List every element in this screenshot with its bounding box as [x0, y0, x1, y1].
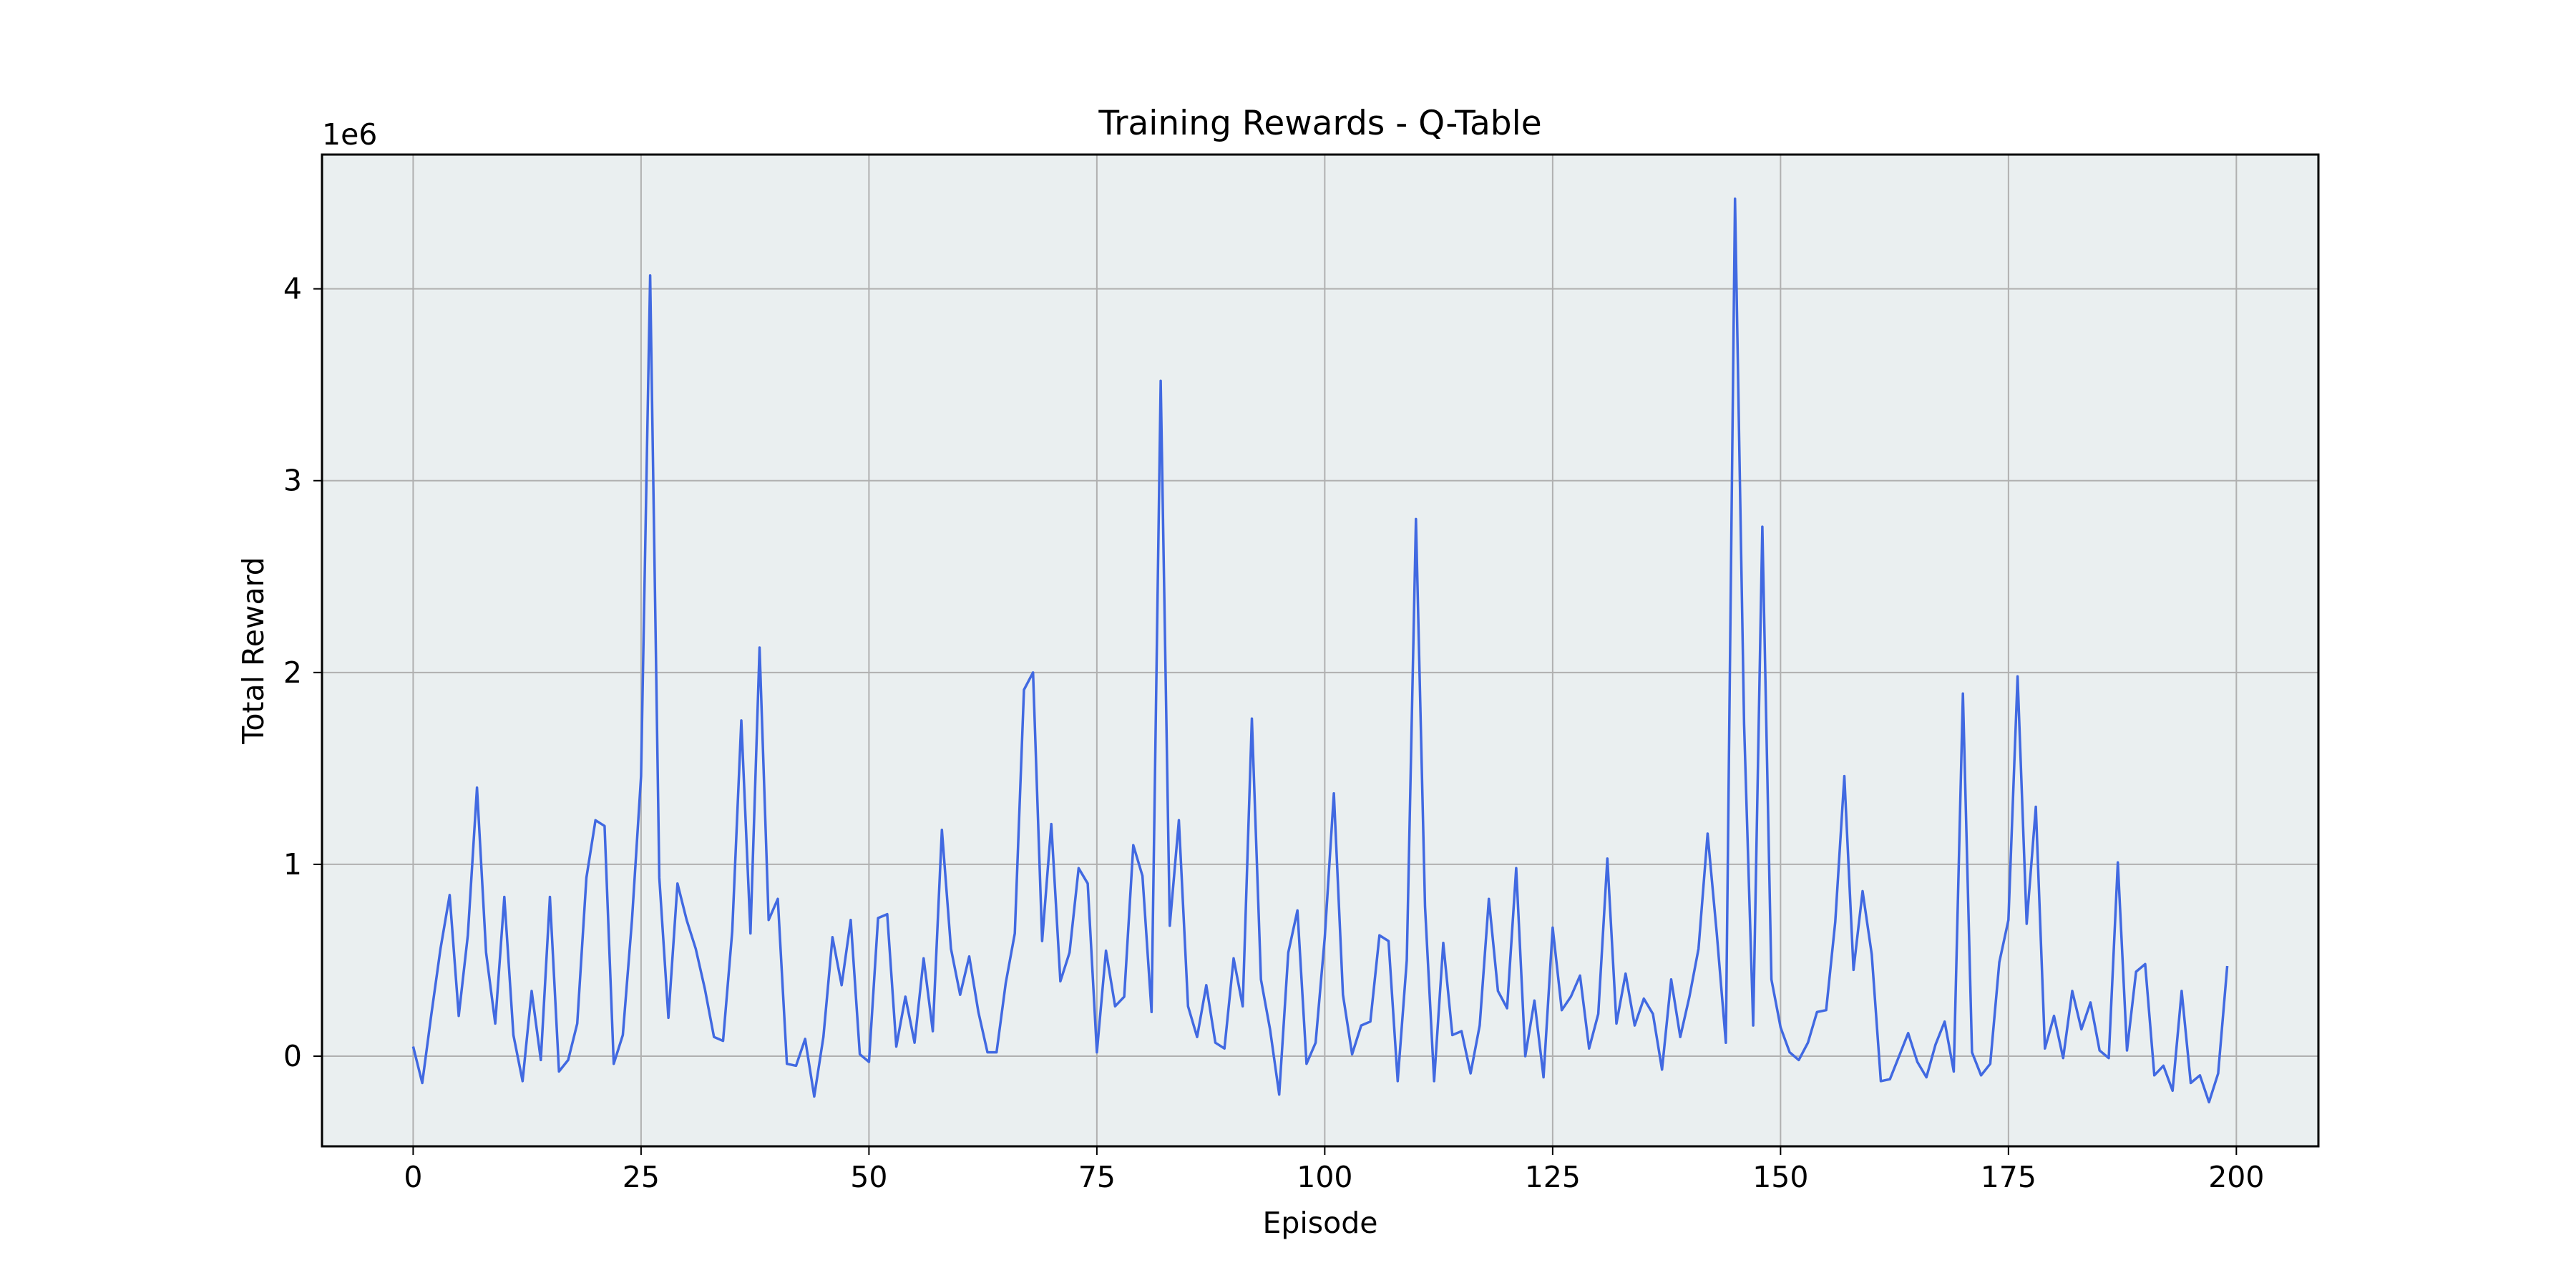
x-tick-label: 50 [850, 1160, 887, 1194]
x-tick-label: 100 [1297, 1160, 1352, 1194]
y-tick-label: 2 [283, 655, 302, 690]
chart-title: Training Rewards - Q-Table [1098, 104, 1541, 143]
y-tick-label: 4 [283, 272, 302, 306]
x-tick-label: 150 [1752, 1160, 1808, 1194]
y-tick-label: 1 [283, 847, 302, 882]
x-tick-label: 25 [623, 1160, 660, 1194]
axis-ticks: 0 25 50 75 100 125 150 175 200 0 1 2 3 4 [283, 272, 2265, 1194]
x-axis-label: Episode [1262, 1206, 1377, 1240]
y-axis-label: Total Reward [236, 557, 270, 744]
y-offset-label: 1e6 [322, 117, 377, 152]
series-group [411, 197, 2229, 1104]
x-tick-label: 175 [1981, 1160, 2036, 1194]
reward-series-line [411, 197, 2229, 1104]
y-tick-label: 0 [283, 1039, 302, 1073]
x-tick-label: 0 [404, 1160, 422, 1194]
plot-frame [321, 153, 2320, 1148]
y-tick-label: 3 [283, 464, 302, 498]
x-tick-label: 125 [1525, 1160, 1581, 1194]
grid-lines [322, 155, 2318, 1146]
x-tick-label: 200 [2208, 1160, 2264, 1194]
x-tick-label: 75 [1078, 1160, 1116, 1194]
